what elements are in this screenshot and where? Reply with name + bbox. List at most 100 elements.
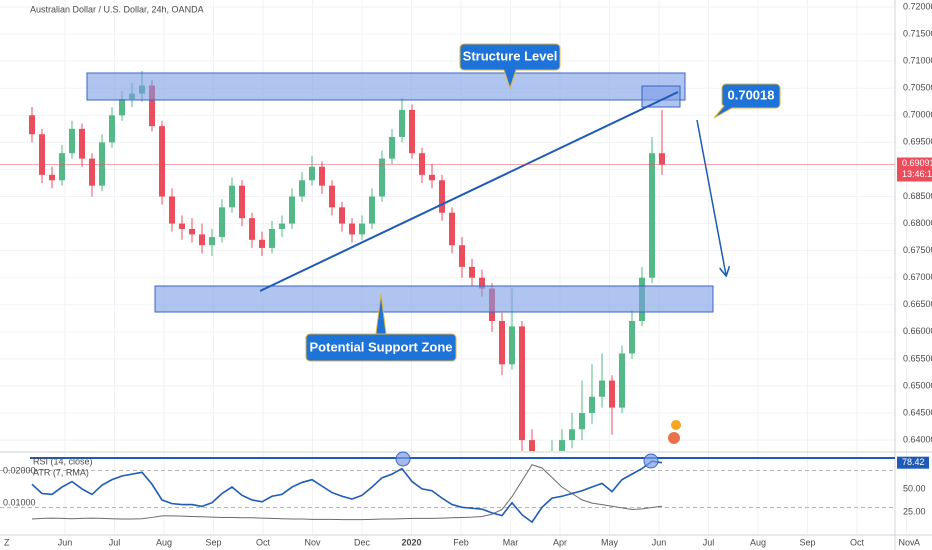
structure-zone (86, 72, 686, 101)
atr-line (31, 464, 663, 521)
candle-body (459, 245, 465, 267)
trend-line (259, 91, 679, 292)
candle-body (589, 396, 595, 414)
rsi-line (31, 460, 663, 524)
candle-body (239, 185, 245, 219)
candle-body (609, 380, 615, 408)
candle-body (309, 166, 315, 181)
candle-body (409, 109, 415, 154)
candle-body (579, 413, 585, 430)
x-tick-label: Jul (703, 537, 715, 547)
x-tick-label: Aug (156, 537, 172, 547)
candle-body (389, 136, 395, 159)
x-tick-label: Nov (304, 537, 321, 547)
rsi-tick-label: 25.00 (903, 506, 926, 516)
atr-tick-label: 0.02000 (3, 466, 36, 476)
candle-body (69, 128, 75, 154)
x-tick-label: Sep (799, 537, 815, 547)
last-price-timer: 13:46:18 (902, 169, 932, 179)
rsi-peak-marker (643, 453, 659, 469)
candle-body (479, 277, 485, 289)
rsi-name: RSI (14, close) (33, 456, 93, 466)
x-tick-label: Nov (898, 537, 915, 547)
candle-body (259, 239, 265, 248)
candle-body (659, 153, 665, 165)
x-tick-label: Sep (205, 537, 221, 547)
x-tick-label: Oct (256, 537, 271, 547)
chart-title: Australian Dollar / U.S. Dollar, 24h, OA… (30, 4, 204, 14)
candle-body (529, 440, 535, 451)
candle-body (329, 185, 335, 208)
candle-body (119, 99, 125, 116)
candle-body (519, 326, 525, 441)
corner-label[interactable]: Z (4, 537, 10, 547)
atr-name: ATR (7, RMA) (33, 467, 89, 477)
candle-body (169, 196, 175, 224)
support-zone (154, 285, 714, 313)
candle-body (499, 321, 505, 365)
candle-body (99, 142, 105, 186)
candle-body (469, 266, 475, 278)
support-callout (305, 293, 457, 362)
last-price-tag (897, 157, 932, 182)
candles (29, 70, 665, 451)
candle-body (599, 380, 605, 397)
candle-body (289, 196, 295, 224)
candle-body (49, 174, 55, 181)
candle-body (569, 429, 575, 441)
x-tick-label: Oct (850, 537, 865, 547)
candle-body (219, 207, 225, 238)
candle-body (279, 223, 285, 229)
candle-body (249, 218, 255, 240)
event-icon[interactable] (668, 432, 680, 444)
rsi-tick-label: 50.00 (903, 483, 926, 493)
candle-body (559, 440, 565, 451)
candle-body (29, 115, 35, 135)
target-zone (641, 85, 681, 108)
last-price-label: 0.69091 (902, 158, 932, 168)
candle-body (399, 109, 405, 137)
candle-body (79, 128, 85, 159)
candle-body (369, 196, 375, 224)
candle-body (359, 223, 365, 235)
event-icon[interactable] (671, 420, 681, 430)
x-tick-label: Aug (750, 537, 766, 547)
x-tick-label: Apr (553, 537, 567, 547)
candle-body (419, 153, 425, 175)
candle-body (629, 321, 635, 354)
candle-body (159, 126, 165, 197)
support-label: Potential Support Zone (310, 339, 453, 354)
rsi-value-label: 78.42 (902, 457, 925, 467)
x-tick-label: 2020 (401, 537, 421, 547)
corner-label[interactable]: A (914, 537, 920, 547)
rsi-value-tag (897, 456, 929, 469)
candle-body (429, 174, 435, 181)
x-tick-label: May (601, 537, 619, 547)
indicator-pane (0, 460, 895, 524)
candle-body (379, 158, 385, 197)
x-tick-label: Jun (58, 537, 73, 547)
y-tick-label: 0.64000 (903, 434, 932, 444)
candle-body (89, 158, 95, 186)
candle-body (439, 180, 445, 213)
candle-body (349, 223, 355, 235)
candle-body (229, 185, 235, 208)
candle-body (449, 212, 455, 246)
x-tick-label: Dec (354, 537, 371, 547)
candle-body (209, 237, 215, 246)
candle-body (339, 207, 345, 224)
forecast-arrow (696, 119, 726, 275)
candle-body (269, 228, 275, 248)
target-label: 0.70018 (728, 87, 775, 102)
